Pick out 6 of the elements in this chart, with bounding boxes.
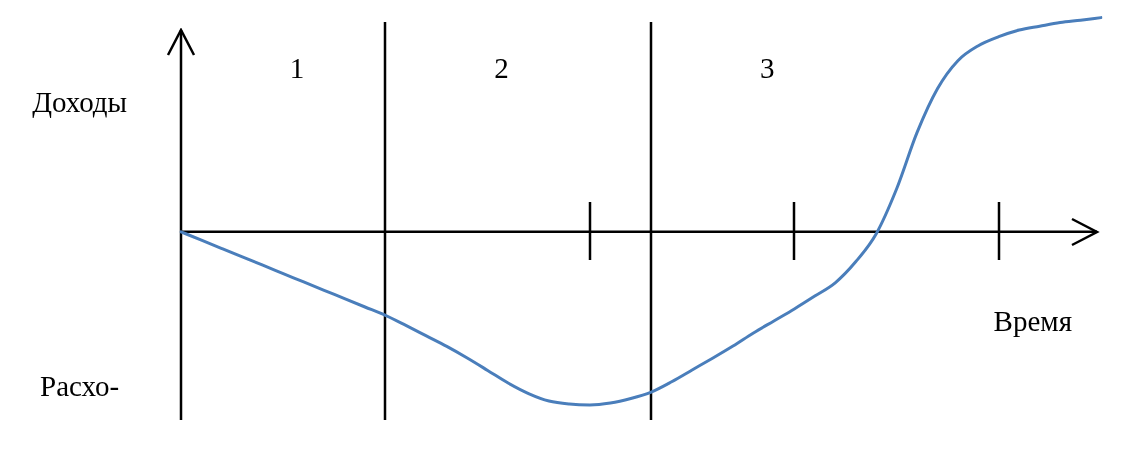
text: Расхо-	[40, 369, 120, 402]
annotation: 3	[759, 51, 775, 84]
annotation: 2	[494, 51, 509, 84]
y-axis-title: Доходы	[32, 85, 128, 118]
x-axis-title: Время	[993, 304, 1072, 337]
annotation: 1	[289, 51, 305, 84]
